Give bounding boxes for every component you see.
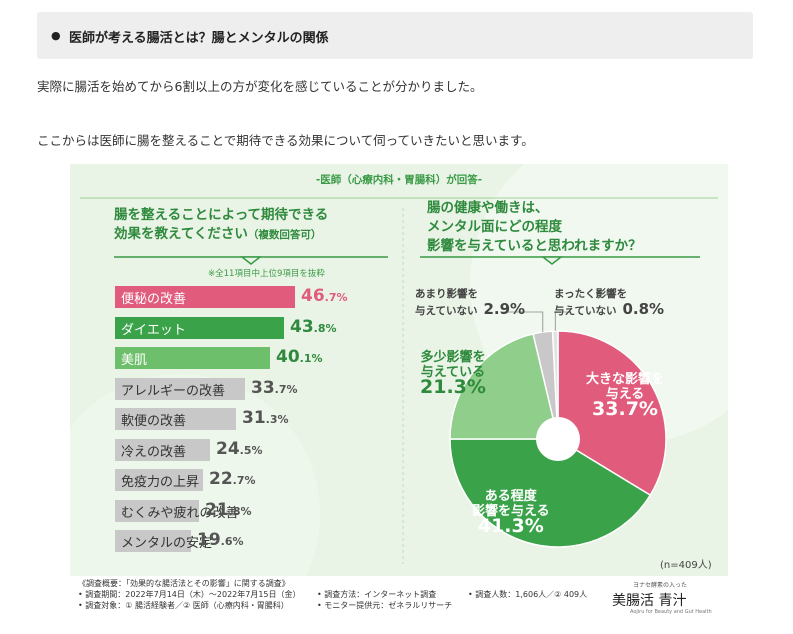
bar-value-label: 46.7% (301, 286, 348, 306)
bar-value-minor: .7% (274, 382, 298, 396)
pie-slice-label: 大きな影響を 与える 33.7% (586, 372, 665, 420)
bar-value-major: 19 (197, 530, 221, 550)
survey-tag: -医師（心療内科・胃腸科）が回答- (315, 174, 483, 186)
right-question-line3: 影響を与えていると思われますか？ (427, 238, 642, 254)
bar-value-label: 43.8% (290, 317, 337, 337)
footer-provider: • モニター提供元：ゼネラルリサーチ (317, 601, 453, 610)
footer-method: • 調査方法：インターネット調査 (317, 590, 437, 599)
bullet-icon: ● (51, 29, 61, 42)
pie-slice-label-line2: 与える (605, 387, 645, 402)
pie-slice-value: 2.9% (483, 300, 526, 318)
left-question: 腸を整えることによって期待できる 効果を教えてください（複数回答可） (114, 206, 328, 245)
left-question-line1: 腸を整えることによって期待できる (114, 207, 329, 223)
right-question: 腸の健康や働きは、 メンタル面にどの程度 影響を与えていると思われますか？ (427, 199, 642, 256)
paragraph-1: 実際に腸活を始めてから6割以上の方が変化を感じていることが分かりました。 (37, 79, 483, 94)
bar-value-minor: .1% (299, 352, 323, 365)
bar: 冷えの改善 (115, 438, 210, 461)
bar: むくみや疲れの改善 (115, 499, 239, 522)
left-question-line2: 効果を教えてください (114, 226, 248, 242)
bar-label: 免疫力の上昇 (121, 475, 200, 490)
pie-slice-label: 多少影響を 与えている 21.3% (420, 350, 486, 398)
bar-value-major: 24 (216, 438, 240, 459)
heading-text: 医師が考える腸活とは？腸とメンタルの関係 (69, 31, 329, 46)
bar-label: むくみや疲れの改善 (121, 505, 239, 521)
pie-slice-value: 21.3% (420, 376, 486, 398)
bar-value-major: 40 (276, 347, 300, 367)
bar-label: ダイエット (121, 322, 186, 338)
bar-label: 冷えの改善 (121, 444, 187, 460)
pie-slice-label-line2: 与えていない 0.8% (554, 300, 665, 318)
left-question-note: （複数回答可） (247, 229, 322, 241)
bar-value-label: 40.1% (276, 347, 323, 367)
bar-value-label: 24.5% (216, 439, 263, 459)
bar: 美肌 (115, 347, 270, 369)
bar-value-major: 43 (290, 316, 314, 337)
footer-target: • 調査対象：① 腸活経験者／② 医師（心療内科・胃腸科） (78, 601, 289, 610)
bar-value-minor: .7% (232, 474, 256, 487)
pie-slice-label-line1: 多少影響を (420, 350, 486, 365)
bar-value-major: 33 (251, 377, 275, 398)
sample-size: (n=409人) (660, 560, 712, 571)
pie-slice-value: 33.7% (592, 398, 658, 420)
bar: アレルギーの改善 (115, 377, 245, 400)
bar-value-label: 19.6% (197, 530, 244, 550)
pie-slice-label-line2: 与えていない 2.9% (415, 300, 526, 318)
paragraph-2: ここからは医師に腸を整えることで期待できる効果について伺っていきたいと思います。 (37, 133, 534, 148)
bar-value-label: 33.7% (251, 378, 298, 398)
brand-tagline: ヨナセ酵素の入った (633, 582, 688, 589)
pie-slice-label-line1: 大きな影響を (586, 372, 665, 387)
bar-value-major: 31 (242, 408, 266, 428)
pie-slice-label-line2: 影響を与える (472, 504, 550, 519)
section-heading: ● 医師が考える腸活とは？腸とメンタルの関係 (37, 12, 753, 59)
pie-slice-label: まったく影響を 与えていない 0.8% (554, 287, 664, 319)
bar-label: メンタルの安定 (121, 536, 213, 551)
bar-value-label: 31.3% (242, 408, 289, 428)
infographic-panel: -医師（心療内科・胃腸科）が回答- 腸を整えることによって期待できる 効果を教え… (70, 164, 728, 621)
bar-value-major: 22 (209, 469, 233, 489)
bar-value-minor: .8% (313, 321, 337, 335)
pie-slice-label-line1: まったく影響を (554, 288, 628, 300)
pie-slice-label: ある程度 影響を与える 41.3% (472, 489, 550, 537)
subset-note: ※全11項目中上位9項目を抜粋 (208, 269, 325, 279)
right-question-line2: メンタル面にどの程度 (427, 219, 562, 235)
bar: 軟便の改善 (115, 408, 236, 430)
bar: メンタルの安定 (115, 530, 212, 552)
bar-value-minor: .8% (228, 504, 252, 518)
bar: 便秘の改善 (115, 286, 295, 308)
survey-footer: 《調査概要：「効果的な腸活法とその影響」に関する調査》 • 調査期間：2022年… (70, 576, 728, 621)
pie-slice-label-line1: ある程度 (484, 489, 537, 504)
pie-slice-value: 41.3% (477, 515, 544, 537)
bar-label: 便秘の改善 (121, 292, 187, 307)
bar-label: 軟便の改善 (121, 414, 187, 429)
bar-label: 美肌 (121, 353, 148, 368)
bar-value-major: 46 (301, 286, 325, 306)
bar-value-major: 21 (205, 499, 229, 520)
bar-value-minor: .3% (265, 413, 289, 426)
pie-slice-label-line1: あまり影響を (415, 288, 478, 300)
bar-label: アレルギーの改善 (121, 383, 226, 399)
brand-subtitle: Aojiru for Beauty and Gut Health (630, 609, 712, 615)
bar-value-label: 21.8% (205, 500, 252, 520)
bar-value-minor: .5% (239, 443, 263, 457)
right-question-line1: 腸の健康や働きは、 (427, 200, 549, 216)
bar-value-label: 22.7% (209, 469, 256, 489)
bar-value-minor: .7% (324, 291, 348, 304)
bar-value-minor: .6% (220, 535, 244, 548)
pie-slice-value: 0.8% (622, 300, 665, 318)
footer-count: • 調査人数：1,606人／② 409人 (468, 590, 588, 599)
bar: ダイエット (115, 316, 284, 339)
brand-logo: 美腸活 青汁 (612, 593, 687, 609)
pie-slice-label: あまり影響を 与えていない 2.9% (415, 287, 525, 319)
footer-summary: 《調査概要：「効果的な腸活法とその影響」に関する調査》 (78, 579, 290, 588)
bar: 免疫力の上昇 (115, 469, 203, 491)
pie-slice-label-line2: 与えている (420, 365, 486, 380)
footer-period: • 調査期間：2022年7月14日（木）〜2022年7月15日（金） (78, 590, 301, 599)
